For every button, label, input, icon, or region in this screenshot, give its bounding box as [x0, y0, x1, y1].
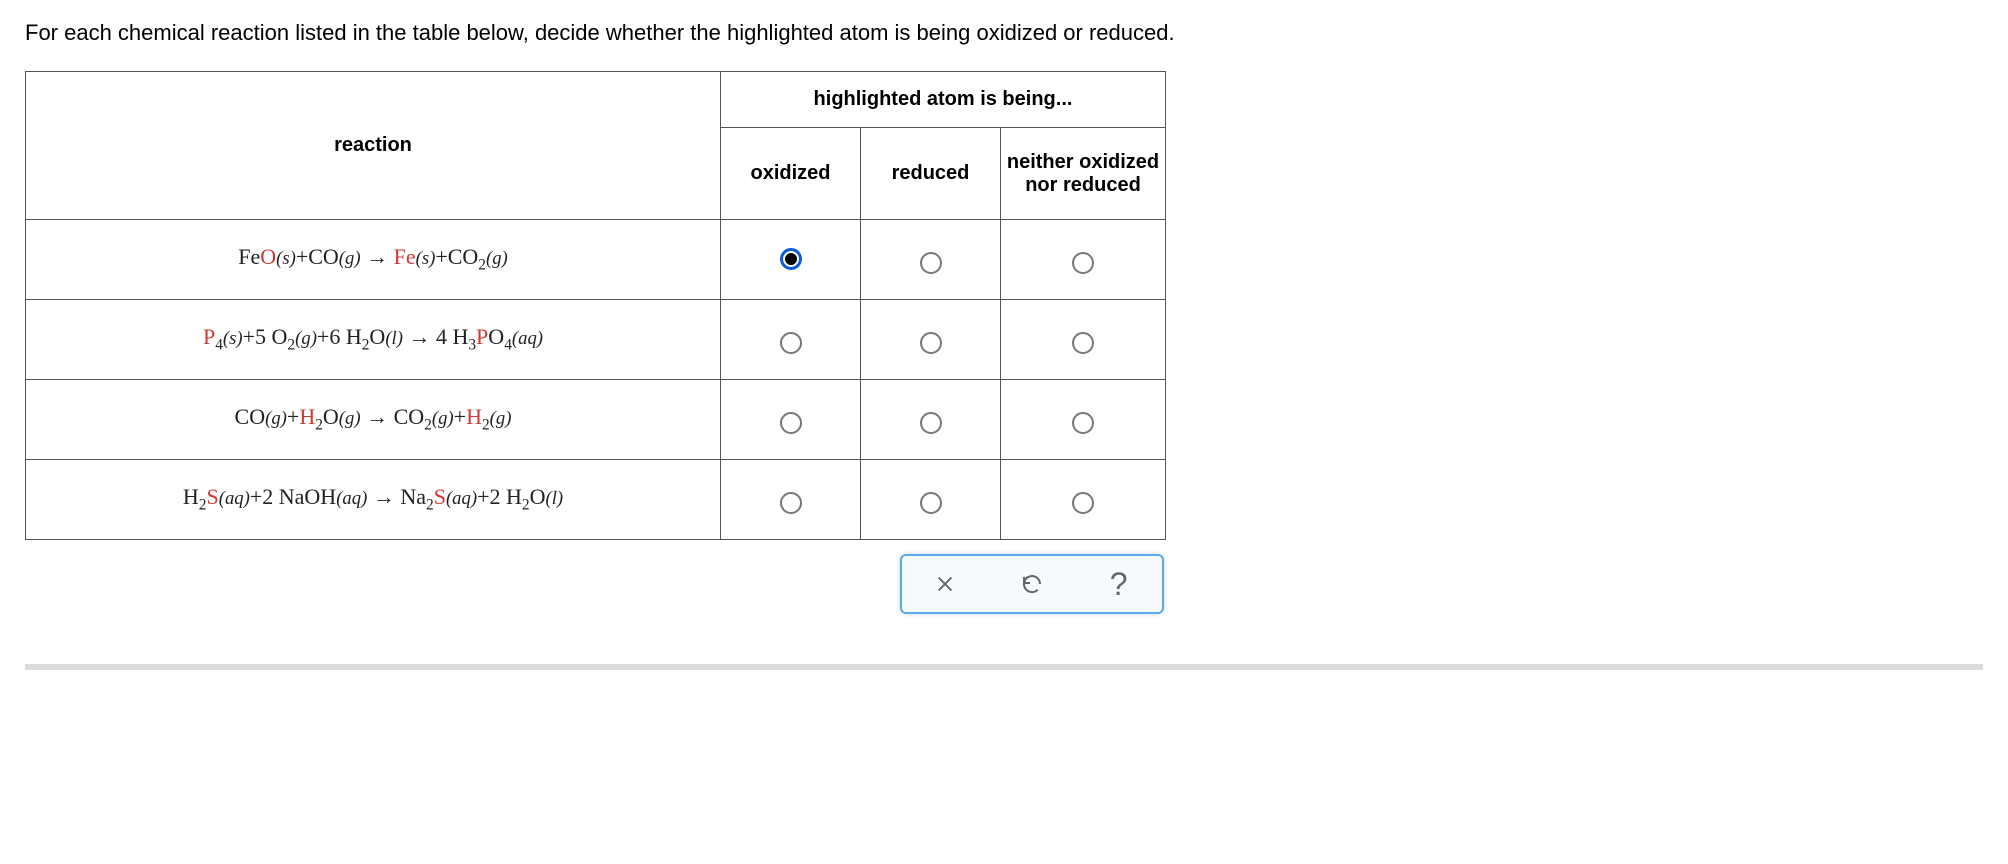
radio-neither[interactable]	[1072, 332, 1094, 354]
choice-cell-reduced	[861, 300, 1001, 380]
choice-cell-reduced	[861, 460, 1001, 540]
radio-reduced[interactable]	[920, 492, 942, 514]
answer-controls: ?	[900, 554, 1164, 614]
table-row: FeO(s)+CO(g) → Fe(s)+CO2(g)	[26, 220, 1166, 300]
choice-cell-oxidized	[721, 380, 861, 460]
reaction-cell: FeO(s)+CO(g) → Fe(s)+CO2(g)	[26, 220, 721, 300]
clear-button[interactable]	[902, 556, 988, 612]
question-text: For each chemical reaction listed in the…	[25, 20, 1983, 46]
page-separator	[25, 664, 1983, 670]
radio-neither[interactable]	[1072, 492, 1094, 514]
radio-oxidized[interactable]	[780, 248, 802, 270]
choice-cell-oxidized	[721, 460, 861, 540]
header-neither: neither oxidized nor reduced	[1001, 128, 1166, 220]
radio-oxidized[interactable]	[780, 412, 802, 434]
header-reaction: reaction	[26, 72, 721, 220]
choice-cell-neither	[1001, 300, 1166, 380]
radio-neither[interactable]	[1072, 412, 1094, 434]
choice-cell-oxidized	[721, 220, 861, 300]
reaction-cell: P4(s)+5 O2(g)+6 H2O(l) → 4 H3PO4(aq)	[26, 300, 721, 380]
radio-neither[interactable]	[1072, 252, 1094, 274]
choice-cell-neither	[1001, 460, 1166, 540]
choice-cell-neither	[1001, 220, 1166, 300]
choice-cell-neither	[1001, 380, 1166, 460]
radio-oxidized[interactable]	[780, 332, 802, 354]
table-row: H2S(aq)+2 NaOH(aq) → Na2S(aq)+2 H2O(l)	[26, 460, 1166, 540]
header-oxidized: oxidized	[721, 128, 861, 220]
choice-cell-reduced	[861, 380, 1001, 460]
reaction-cell: CO(g)+H2O(g) → CO2(g)+H2(g)	[26, 380, 721, 460]
reset-button[interactable]	[989, 556, 1075, 612]
choice-cell-reduced	[861, 220, 1001, 300]
reaction-table: reaction highlighted atom is being... ox…	[25, 71, 1166, 540]
radio-inner	[785, 253, 797, 265]
choice-cell-oxidized	[721, 300, 861, 380]
reaction-cell: H2S(aq)+2 NaOH(aq) → Na2S(aq)+2 H2O(l)	[26, 460, 721, 540]
radio-reduced[interactable]	[920, 252, 942, 274]
undo-icon	[1020, 572, 1044, 596]
radio-reduced[interactable]	[920, 332, 942, 354]
header-reduced: reduced	[861, 128, 1001, 220]
close-icon	[934, 573, 956, 595]
radio-reduced[interactable]	[920, 412, 942, 434]
table-row: P4(s)+5 O2(g)+6 H2O(l) → 4 H3PO4(aq)	[26, 300, 1166, 380]
table-row: CO(g)+H2O(g) → CO2(g)+H2(g)	[26, 380, 1166, 460]
header-group: highlighted atom is being...	[721, 72, 1166, 128]
radio-oxidized[interactable]	[780, 492, 802, 514]
help-button[interactable]: ?	[1076, 556, 1162, 612]
help-icon: ?	[1110, 566, 1128, 603]
